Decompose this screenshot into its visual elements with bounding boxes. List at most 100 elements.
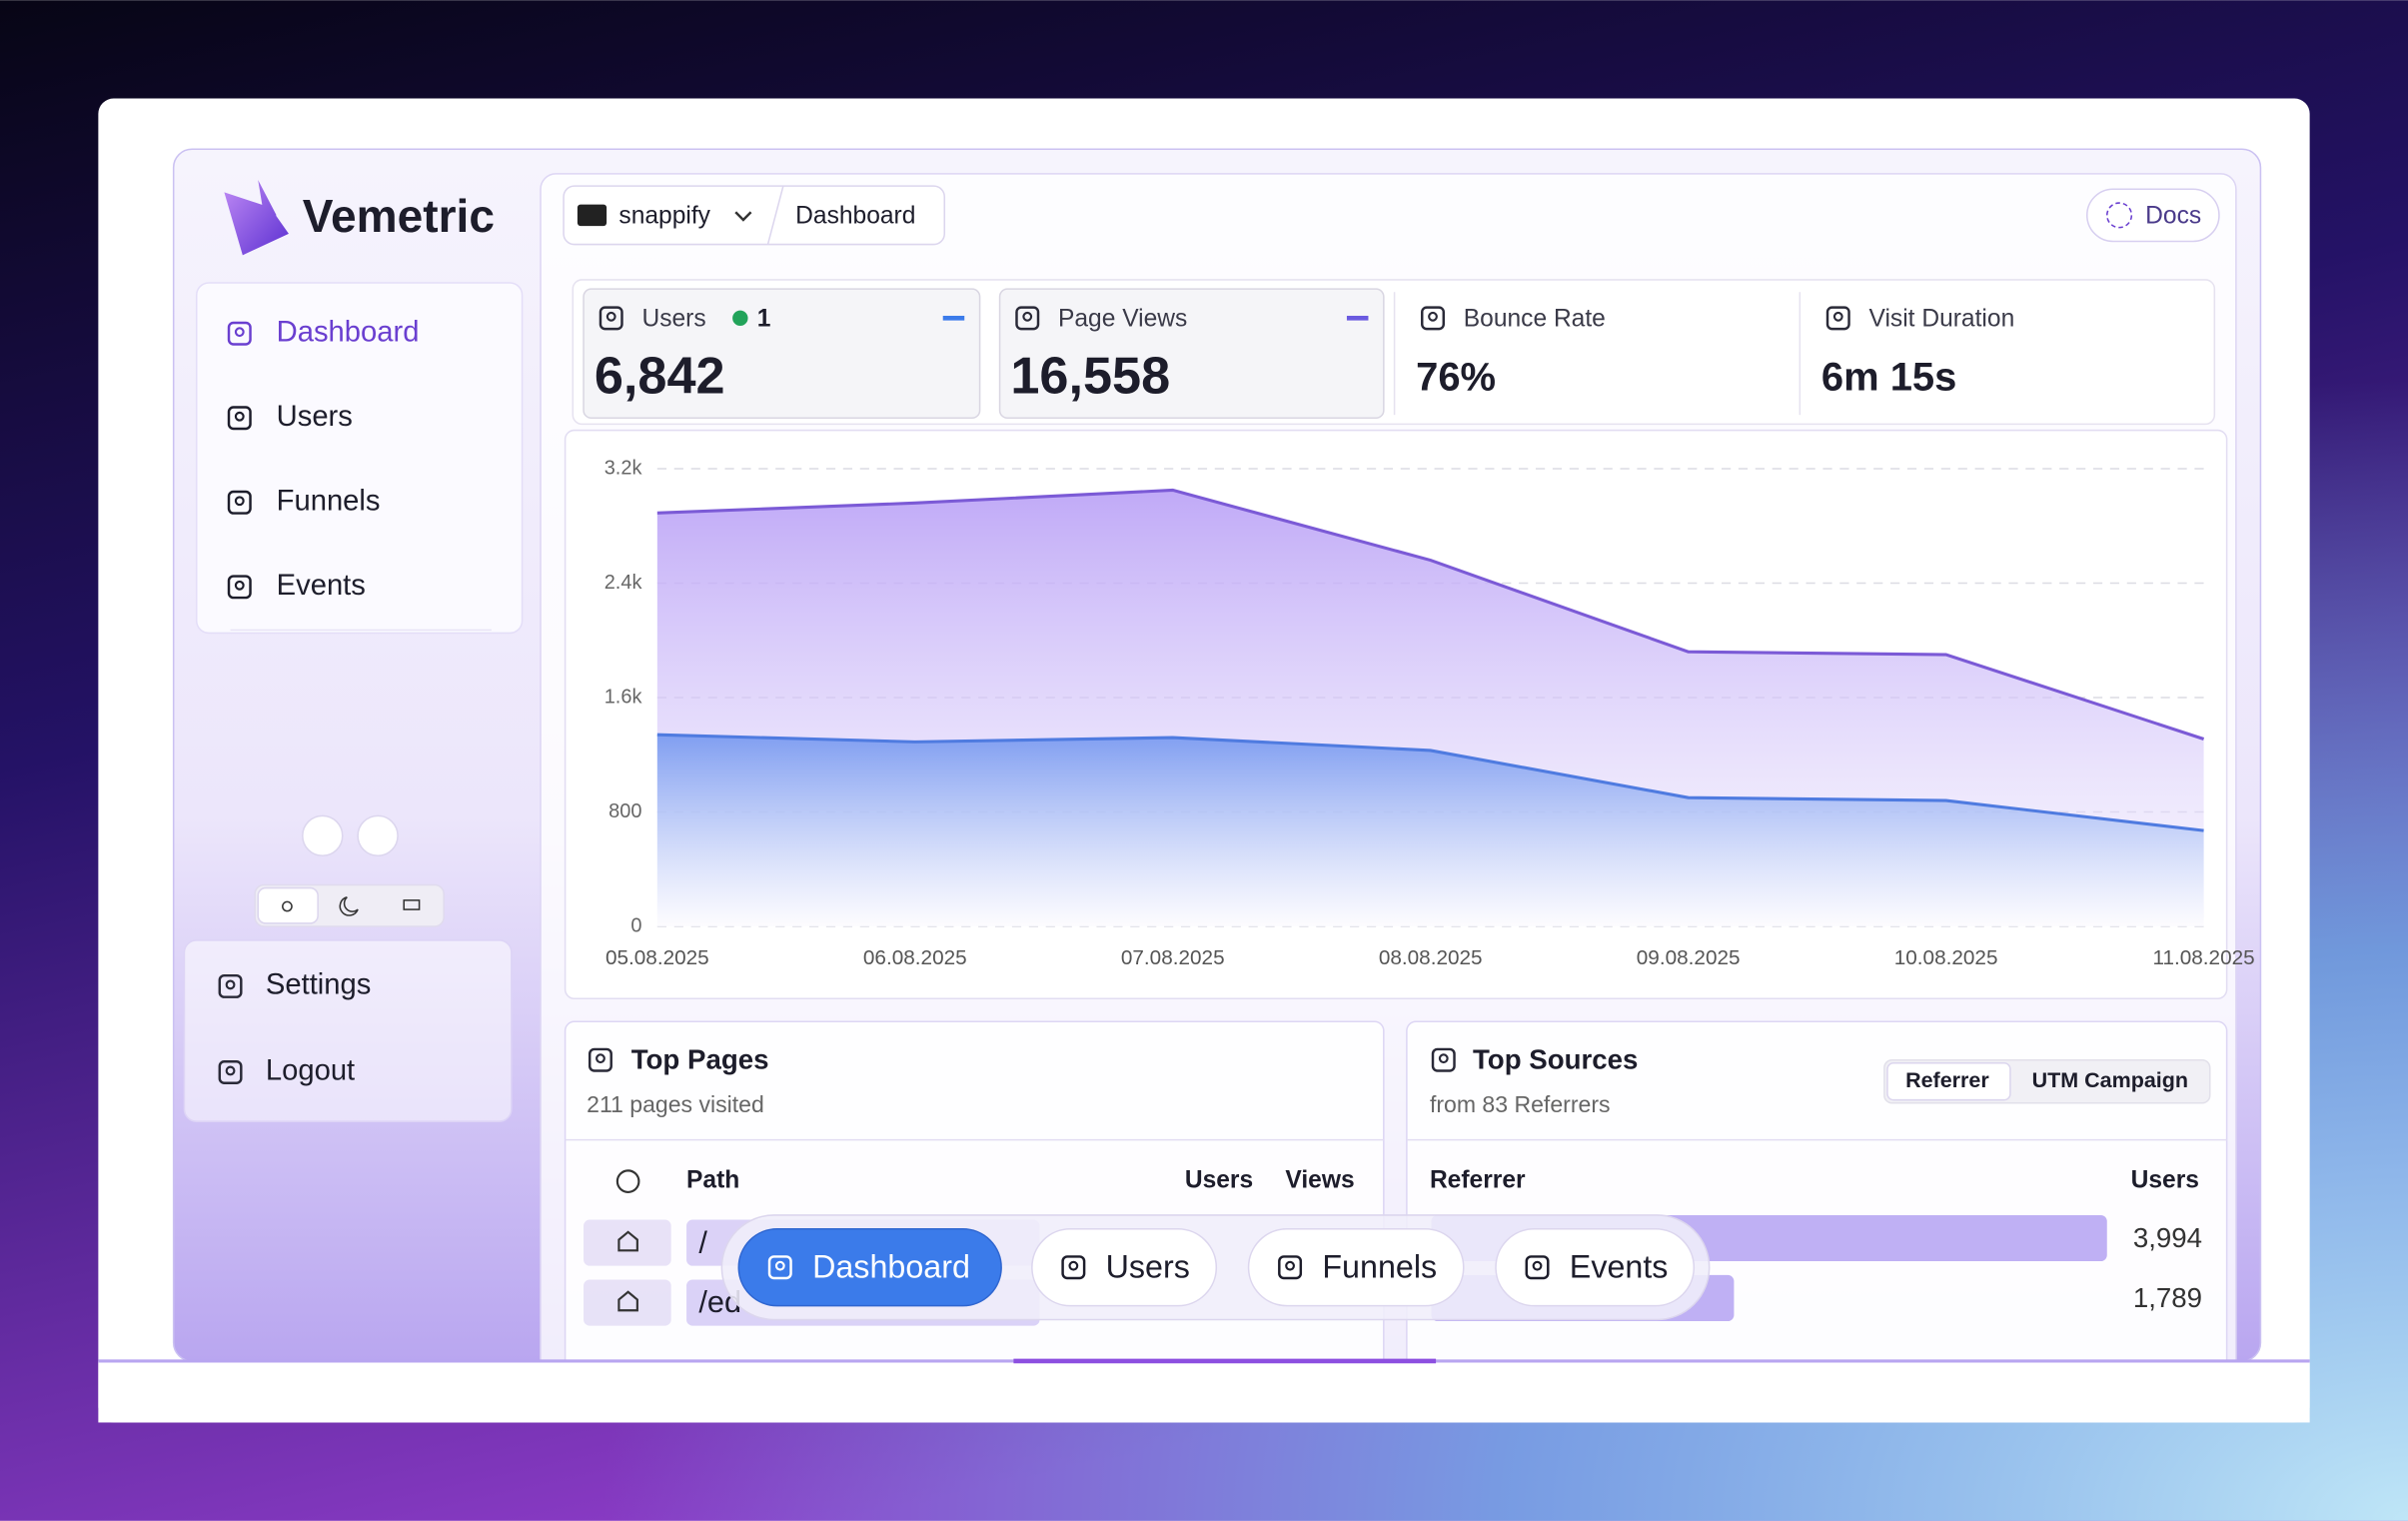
floating-nav-button[interactable]	[1247, 1228, 1465, 1307]
nav-item[interactable]: Dashboard	[277, 316, 420, 348]
icon	[605, 311, 616, 322]
icon	[588, 1047, 612, 1072]
row-icon-bg	[584, 1279, 671, 1326]
x-tick-label: 11.08.2025	[2152, 946, 2254, 969]
icon	[225, 1065, 236, 1076]
live-count: 1	[757, 305, 771, 332]
floating-nav-label[interactable]: Users	[1106, 1248, 1190, 1284]
icon	[1428, 311, 1438, 322]
column-header: Users	[2131, 1167, 2199, 1194]
icon	[596, 1053, 605, 1064]
x-tick-label: 10.08.2025	[1894, 946, 1998, 969]
tab-active[interactable]	[1886, 1062, 2011, 1101]
docs-label[interactable]: Docs	[2145, 202, 2201, 229]
icon	[227, 490, 252, 515]
social-button[interactable]	[357, 814, 399, 857]
page-path[interactable]: /	[698, 1224, 707, 1259]
panel-subtitle: 211 pages visited	[587, 1091, 764, 1117]
icon	[1285, 1260, 1295, 1271]
breadcrumb-item: Dashboard	[795, 202, 915, 229]
column-header: Users	[1185, 1167, 1253, 1194]
icon	[234, 580, 245, 591]
x-tick-label: 06.08.2025	[863, 946, 967, 969]
floating-nav-button[interactable]	[737, 1228, 1002, 1307]
bottom-nav-card	[183, 939, 513, 1122]
project-icon	[577, 204, 607, 227]
stat-value: 76%	[1416, 355, 1496, 399]
floating-nav-label[interactable]: Dashboard	[812, 1248, 970, 1284]
icon	[767, 1255, 792, 1280]
y-tick-label: 2.4k	[604, 572, 643, 594]
source-users: 1,789	[2133, 1282, 2202, 1313]
nav-item[interactable]: Funnels	[277, 486, 381, 518]
project-select[interactable]: snappify	[618, 202, 710, 229]
top-pages-panel	[564, 1020, 1385, 1391]
panel-title: Top Sources	[1473, 1044, 1638, 1075]
icon	[234, 496, 245, 507]
stat-card[interactable]	[998, 288, 1385, 420]
icon	[1421, 306, 1446, 331]
social-button[interactable]	[302, 814, 344, 857]
nav-item[interactable]: Events	[277, 570, 366, 602]
theme-icon[interactable]	[403, 899, 421, 910]
icon	[1061, 1255, 1086, 1280]
window-bottom	[98, 1360, 2310, 1423]
tab[interactable]: UTM Campaign	[2032, 1068, 2188, 1092]
y-tick-label: 0	[630, 914, 641, 936]
x-tick-label: 08.08.2025	[1379, 946, 1483, 969]
docs-button[interactable]	[2086, 188, 2220, 243]
icon	[1431, 1047, 1456, 1072]
column-header: Views	[1285, 1167, 1354, 1194]
chevron	[734, 211, 752, 222]
floating-nav-button[interactable]	[1495, 1228, 1696, 1307]
icon	[234, 327, 245, 338]
stat-label: Bounce Rate	[1464, 305, 1606, 332]
icon	[227, 575, 252, 600]
live-dot	[732, 310, 748, 327]
x-tick-label: 07.08.2025	[1121, 946, 1225, 969]
panel-subtitle: from 83 Referrers	[1430, 1091, 1611, 1117]
icon	[225, 979, 236, 990]
brand-name: Vemetric	[303, 190, 495, 242]
nav-item[interactable]: Settings	[266, 969, 371, 1001]
area	[656, 735, 2204, 926]
docs-icon	[2105, 202, 2133, 229]
theme-icon[interactable]	[339, 896, 359, 916]
tab[interactable]: Referrer	[1905, 1068, 1989, 1092]
stat-label: Visit Duration	[1869, 305, 2015, 332]
line	[656, 488, 2205, 741]
panel-title: Top Pages	[631, 1044, 769, 1075]
nav-item[interactable]: Logout	[266, 1055, 355, 1087]
column-header: Path	[686, 1167, 739, 1194]
home-icon	[617, 1290, 638, 1312]
nav-item[interactable]: Users	[277, 401, 353, 433]
icon	[234, 411, 245, 422]
y-tick-label: 1.6k	[604, 686, 643, 708]
icon	[1532, 1260, 1543, 1271]
x-tick-label: 05.08.2025	[605, 946, 709, 969]
stat-label: Users	[641, 305, 705, 332]
icon	[1832, 311, 1843, 322]
floating-nav-button[interactable]	[1031, 1228, 1218, 1307]
floating-nav-label[interactable]: Events	[1570, 1248, 1669, 1284]
icon	[774, 1260, 785, 1271]
home-icon	[617, 1230, 638, 1252]
logo	[224, 180, 289, 256]
theme-light[interactable]	[257, 886, 319, 924]
breadcrumb	[563, 185, 946, 246]
icon	[1015, 306, 1040, 331]
stat-card[interactable]	[583, 288, 981, 420]
icon	[1825, 306, 1850, 331]
icon	[1068, 1260, 1079, 1271]
column-header: Referrer	[1430, 1167, 1526, 1194]
stat-value: 6,842	[595, 348, 725, 406]
icon	[227, 406, 252, 431]
row-icon-bg	[584, 1219, 671, 1266]
floating-nav-label[interactable]: Funnels	[1322, 1248, 1437, 1284]
icon	[1022, 311, 1033, 322]
icon	[1438, 1053, 1449, 1064]
icon	[1278, 1255, 1303, 1280]
y-tick-label: 3.2k	[604, 457, 643, 479]
